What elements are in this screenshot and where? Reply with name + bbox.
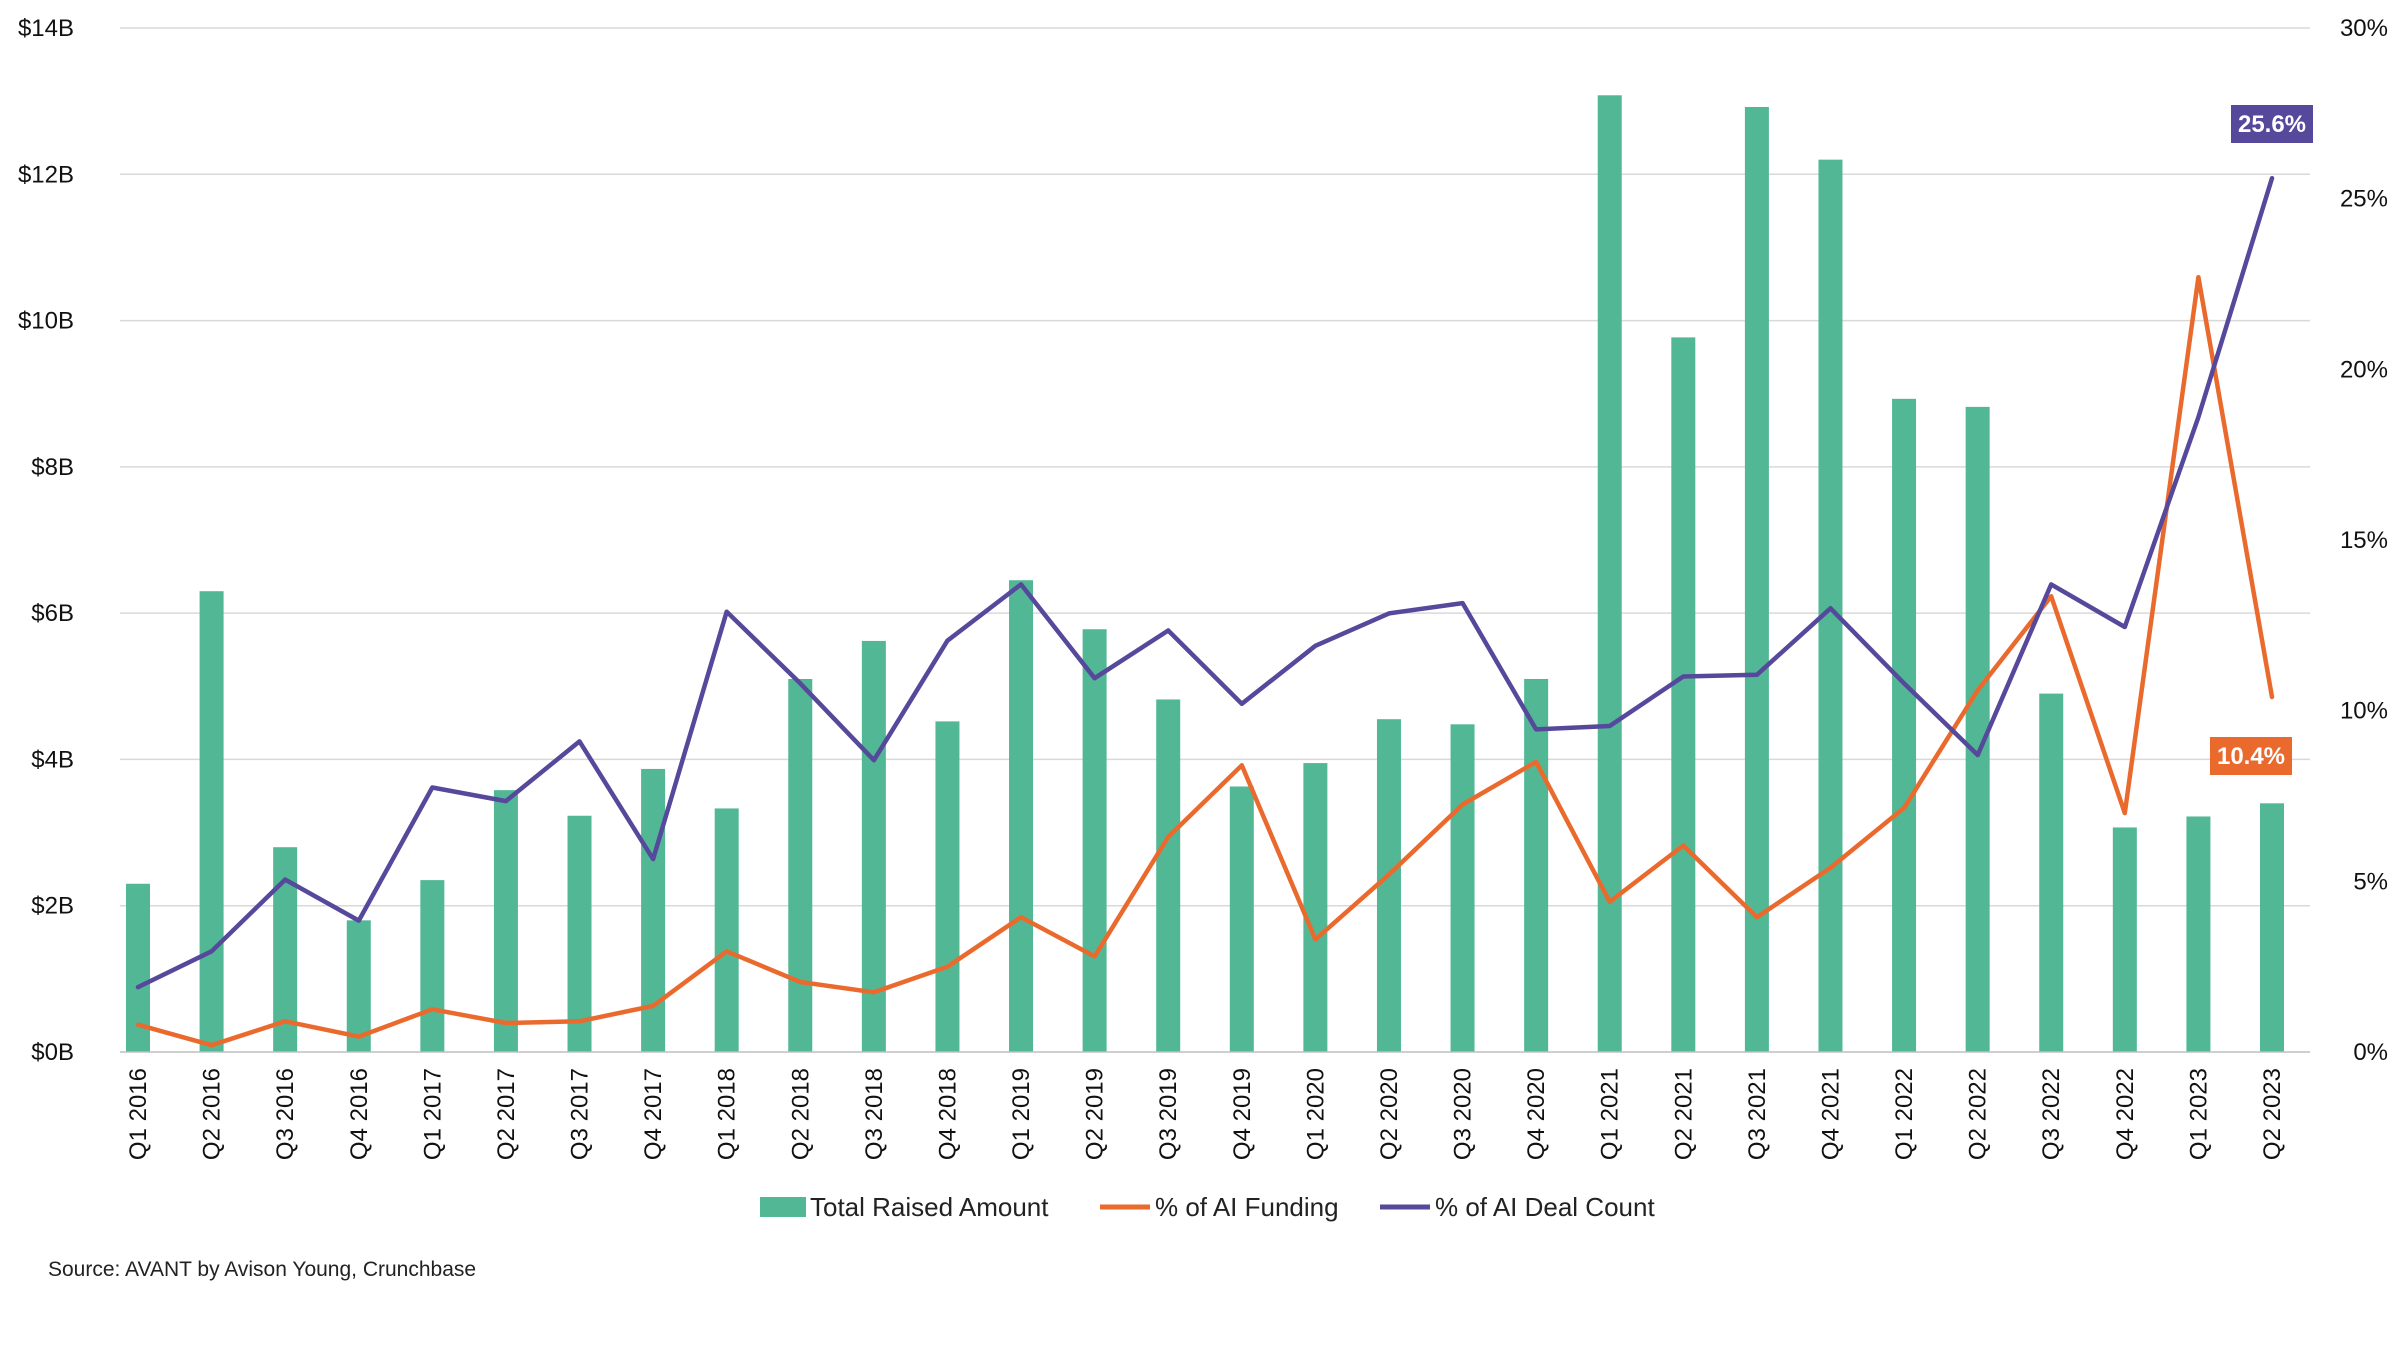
bar <box>1376 719 1401 1052</box>
legend-label: Total Raised Amount <box>810 1192 1049 1222</box>
bar <box>1009 580 1034 1052</box>
bar <box>935 721 960 1052</box>
x-tick-label: Q1 2021 <box>1597 1068 1624 1160</box>
x-tick-label: Q1 2019 <box>1008 1068 1035 1160</box>
bar <box>2260 803 2284 1052</box>
x-tick-label: Q1 2016 <box>125 1068 152 1160</box>
line-series <box>135 175 2275 1048</box>
source-note: Source: AVANT by Avison Young, Crunchbas… <box>48 1258 477 1281</box>
callout-box <box>2231 105 2313 143</box>
bar <box>1082 629 1107 1052</box>
bar <box>1229 786 1254 1052</box>
x-tick-label: Q3 2019 <box>1155 1068 1182 1160</box>
x-axis-tick-labels: Q1 2016 Q2 2016 Q3 2016 Q4 2016 Q1 2017 Q2 20… <box>125 1068 2286 1160</box>
right-tick-label: 0% <box>2353 1039 2388 1066</box>
x-tick-label: Q3 2022 <box>2038 1068 2065 1160</box>
left-axis: $0B $2B $4B $6B $8B $10B $12B $14B <box>18 15 74 1066</box>
x-tick-label: Q4 2022 <box>2112 1068 2139 1160</box>
bar <box>1744 106 1769 1053</box>
bar <box>1892 398 1917 1052</box>
x-tick-label: Q1 2020 <box>1302 1068 1329 1160</box>
gridlines <box>120 27 2310 907</box>
bar <box>714 808 739 1052</box>
x-tick-label: Q3 2018 <box>861 1068 888 1160</box>
x-tick-label: Q2 2019 <box>1082 1068 1109 1160</box>
x-tick-label: Q3 2021 <box>1744 1068 1771 1160</box>
x-tick-label: Q4 2020 <box>1523 1068 1550 1160</box>
x-tick-label: Q3 2016 <box>272 1068 299 1160</box>
x-tick-label: Q4 2017 <box>640 1068 667 1160</box>
x-tick-label: Q3 2017 <box>567 1068 594 1160</box>
right-tick-label: 30% <box>2340 15 2388 42</box>
x-tick-label: Q2 2023 <box>2259 1068 2286 1160</box>
x-tick-label: Q2 2016 <box>199 1068 226 1160</box>
bar <box>2039 693 2064 1052</box>
left-tick-label: $4B <box>31 746 74 773</box>
bar <box>1818 159 1843 1052</box>
right-tick-label: 25% <box>2340 186 2388 213</box>
bar <box>1671 337 1696 1052</box>
bar <box>1156 699 1181 1052</box>
x-tick-label: Q1 2022 <box>1891 1068 1918 1160</box>
bar <box>2112 827 2137 1052</box>
x-tick-label: Q4 2019 <box>1229 1068 1256 1160</box>
bar <box>567 815 592 1052</box>
bar <box>1597 95 1622 1052</box>
left-tick-label: $8B <box>31 454 74 481</box>
x-tick-label: Q1 2023 <box>2185 1068 2212 1160</box>
x-tick-label: Q4 2018 <box>934 1068 961 1160</box>
x-tick-label: Q2 2017 <box>493 1068 520 1160</box>
bar <box>1524 678 1549 1052</box>
legend-swatch <box>760 1197 806 1217</box>
x-tick-label: Q2 2018 <box>787 1068 814 1160</box>
callout-label: 25.6% <box>2238 111 2306 138</box>
bar-series <box>126 95 2284 1053</box>
right-tick-label: 10% <box>2340 698 2388 725</box>
x-tick-label: Q1 2017 <box>419 1068 446 1160</box>
bar <box>1965 406 1990 1052</box>
callouts: 25.6% 10.4% <box>2210 105 2313 775</box>
bar <box>199 591 224 1052</box>
x-tick-label: Q2 2022 <box>1965 1068 1992 1160</box>
bar <box>788 678 813 1052</box>
series-line <box>135 274 2275 1048</box>
left-tick-label: $12B <box>18 161 74 188</box>
right-tick-label: 5% <box>2353 868 2388 895</box>
x-tick-label: Q2 2020 <box>1376 1068 1403 1160</box>
x-tick-label: Q4 2021 <box>1817 1068 1844 1160</box>
series-line <box>135 175 2275 990</box>
bar <box>346 920 371 1052</box>
x-tick-label: Q4 2016 <box>346 1068 373 1160</box>
left-tick-label: $0B <box>31 1039 74 1066</box>
bar <box>861 640 886 1052</box>
legend-label: % of AI Deal Count <box>1435 1192 1655 1222</box>
bar <box>1303 763 1328 1052</box>
legend: Total Raised Amount % of AI Funding % of A… <box>760 1192 1655 1222</box>
left-tick-label: $6B <box>31 600 74 627</box>
callout-label: 10.4% <box>2217 743 2285 770</box>
x-tick-label: Q2 2021 <box>1670 1068 1697 1160</box>
x-tick-label: Q3 2020 <box>1450 1068 1477 1160</box>
left-tick-label: $2B <box>31 893 74 920</box>
right-tick-label: 15% <box>2340 527 2388 554</box>
bar <box>493 790 518 1052</box>
left-tick-label: $14B <box>18 15 74 42</box>
right-tick-label: 20% <box>2340 356 2388 383</box>
bar <box>2186 816 2211 1052</box>
bar <box>420 880 445 1052</box>
callout-box <box>2210 737 2292 775</box>
right-axis: 0% 5% 10% 15% 20% 25% 30% <box>2340 15 2388 1066</box>
legend-label: % of AI Funding <box>1155 1192 1339 1222</box>
left-tick-label: $10B <box>18 308 74 335</box>
x-tick-label: Q1 2018 <box>714 1068 741 1160</box>
bar <box>1450 724 1475 1052</box>
